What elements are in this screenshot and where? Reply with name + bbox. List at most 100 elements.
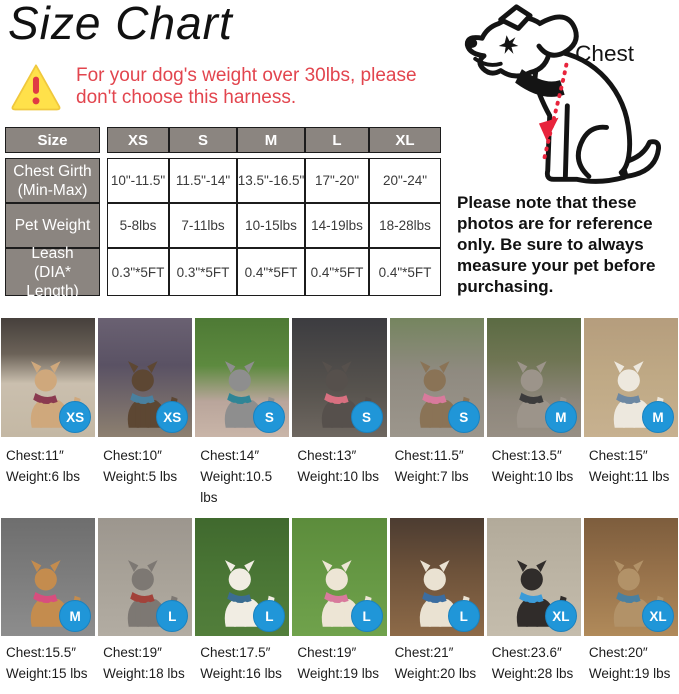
table-cell: 7-11lbs — [169, 203, 237, 248]
caption-chest: Chest:19″ — [297, 645, 357, 660]
row-label-pet-weight: Pet Weight — [5, 203, 100, 248]
caption-chest: Chest:15″ — [588, 448, 648, 463]
chest-label: Chest — [575, 41, 635, 66]
pet-photo: L — [292, 518, 387, 636]
table-gap — [100, 127, 107, 153]
chest-measure-line — [541, 62, 569, 163]
pet-photo: XL — [486, 518, 581, 636]
photo-card: S Chest:11.5″ Weight:7 lbs — [389, 318, 484, 518]
pet-photo: S — [389, 318, 484, 437]
dog-collar — [515, 69, 565, 97]
size-badge: L — [253, 600, 286, 632]
photo-card: L Chest:17.5″ Weight:16 lbs — [195, 518, 290, 694]
photo-card: M Chest:15.5″ Weight:15 lbs — [1, 518, 96, 694]
photo-caption: Chest:15″ Weight:11 lbs — [584, 437, 678, 497]
size-badge: L — [156, 600, 189, 632]
photo-caption: Chest:21″ Weight:20 lbs — [390, 636, 484, 694]
caption-weight: Weight:10.5 lbs — [200, 469, 273, 505]
photo-card: L Chest:21″ Weight:20 lbs — [389, 518, 484, 694]
photo-caption: Chest:15.5″ Weight:15 lbs — [1, 636, 95, 694]
photo-caption: Chest:13″ Weight:10 lbs — [292, 437, 386, 497]
size-badge: L — [350, 600, 383, 632]
pet-photo: S — [292, 318, 387, 437]
measure-arrow-icon — [538, 117, 559, 142]
warning-triangle-icon — [11, 64, 61, 111]
caption-weight: Weight:15 lbs — [6, 666, 88, 681]
photo-card: L Chest:19″ Weight:19 lbs — [292, 518, 387, 694]
size-badge: XL — [544, 600, 577, 632]
photo-card: XL Chest:23.6″ Weight:28 lbs — [486, 518, 581, 694]
table-cell: 10"-11.5" — [107, 158, 169, 203]
table-cell: 20"-24" — [369, 158, 441, 203]
table-cell: 0.4"*5FT — [237, 248, 305, 296]
photo-card: XL Chest:20″ Weight:19 lbs — [583, 518, 678, 694]
photo-caption: Chest:13.5″ Weight:10 lbs — [487, 437, 581, 497]
pet-photo: L — [98, 518, 193, 636]
table-header-xl: XL — [369, 127, 441, 153]
table-cell: 10-15lbs — [237, 203, 305, 248]
table-cell: 0.4"*5FT — [369, 248, 441, 296]
pet-photo: L — [195, 518, 290, 636]
photo-caption: Chest:14″ Weight:10.5 lbs — [195, 437, 289, 518]
pet-photo: L — [389, 518, 484, 636]
size-badge: XS — [156, 401, 189, 433]
caption-chest: Chest:15.5″ — [6, 645, 77, 660]
caption-weight: Weight:20 lbs — [394, 666, 477, 681]
photo-card: S Chest:14″ Weight:10.5 lbs — [195, 318, 290, 518]
warning-text: For your dog's weight over 30lbs, please… — [76, 65, 417, 108]
caption-chest: Chest:11″ — [6, 448, 64, 463]
caption-chest: Chest:23.6″ — [491, 645, 562, 660]
table-header-s: S — [169, 127, 237, 153]
table-cell: 0.4"*5FT — [305, 248, 369, 296]
caption-chest: Chest:10″ — [103, 448, 162, 463]
caption-chest: Chest:14″ — [200, 448, 260, 463]
caption-weight: Weight:11 lbs — [588, 469, 670, 484]
caption-weight: Weight:10 lbs — [297, 469, 379, 484]
pet-photo: M — [583, 318, 678, 437]
photo-card: S Chest:13″ Weight:10 lbs — [292, 318, 387, 518]
photo-caption: Chest:19″ Weight:19 lbs — [292, 636, 386, 694]
table-cell: 14-19lbs — [305, 203, 369, 248]
table-header-size: Size — [5, 127, 100, 153]
caption-weight: Weight:28 lbs — [491, 666, 574, 681]
caption-chest: Chest:21″ — [394, 645, 454, 660]
dog-body — [532, 48, 633, 184]
photo-card: XS Chest:11″ Weight:6 lbs — [1, 318, 96, 518]
pet-photo: M — [486, 318, 581, 437]
page-title: Size Chart — [8, 0, 233, 49]
pet-photo: S — [195, 318, 290, 437]
dog-tail — [619, 139, 662, 179]
caption-chest: Chest:11.5″ — [394, 448, 464, 463]
photo-caption: Chest:20″ Weight:19 lbs — [584, 636, 678, 694]
row-label-leash: Leash (DIA* Length) — [5, 245, 100, 300]
warning-banner: For your dog's weight over 30lbs, please… — [10, 62, 430, 112]
caption-weight: Weight:6 lbs — [6, 469, 81, 484]
caption-chest: Chest:19″ — [103, 645, 162, 660]
caption-weight: Weight:18 lbs — [103, 666, 185, 681]
size-badge: S — [350, 401, 383, 433]
table-header-m: M — [237, 127, 305, 153]
header-section: Size Chart For your dog's weight over 30… — [0, 0, 679, 318]
photo-caption: Chest:23.6″ Weight:28 lbs — [487, 636, 581, 694]
photo-caption: Chest:17.5″ Weight:16 lbs — [195, 636, 289, 694]
size-badge: M — [544, 401, 577, 433]
pet-photo: XL — [583, 518, 678, 636]
photo-caption: Chest:10″ Weight:5 lbs — [98, 437, 192, 497]
pet-photo: M — [1, 518, 96, 636]
photo-caption: Chest:11.5″ Weight:7 lbs — [390, 437, 484, 497]
dog-measure-diagram: Chest — [464, 4, 662, 184]
size-table: Size XS S M L XL Chest Girth (Min-Max) 1… — [5, 127, 441, 300]
table-cell: 13.5"-16.5" — [237, 158, 305, 203]
size-badge: XL — [642, 600, 674, 632]
caption-chest: Chest:17.5″ — [200, 645, 271, 660]
dog-floppy-ear — [536, 14, 579, 58]
table-cell: 0.3"*5FT — [107, 248, 169, 296]
table-cell: 0.3"*5FT — [169, 248, 237, 296]
table-cell: 18-28lbs — [369, 203, 441, 248]
dog-top-ear — [498, 4, 533, 31]
row-label-chest-girth: Chest Girth (Min-Max) — [5, 158, 100, 203]
caption-weight: Weight:10 lbs — [491, 469, 574, 484]
size-badge: M — [59, 600, 92, 632]
caption-chest: Chest:20″ — [588, 645, 648, 660]
photo-card: L Chest:19″ Weight:18 lbs — [98, 518, 193, 694]
